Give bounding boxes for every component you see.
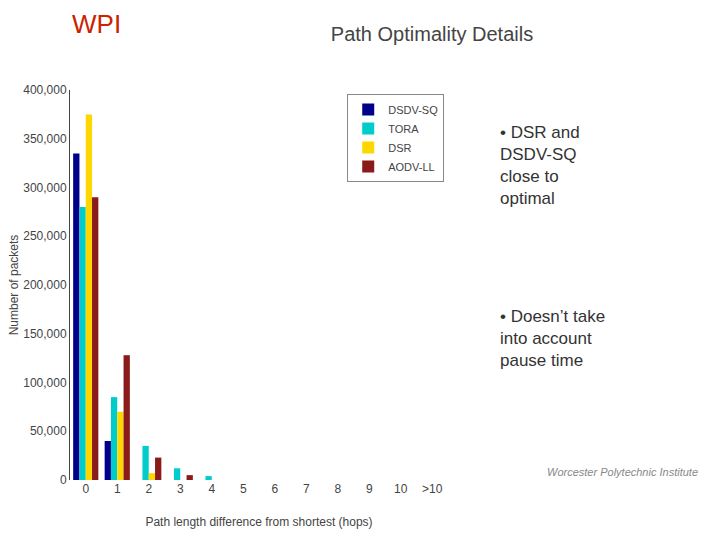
svg-text:350,000: 350,000	[23, 132, 67, 146]
svg-text:10: 10	[394, 482, 408, 496]
svg-text:AODV-LL: AODV-LL	[388, 161, 434, 173]
svg-text:200,000: 200,000	[23, 278, 67, 292]
svg-text:0: 0	[60, 473, 67, 487]
svg-text:WPI: WPI	[72, 9, 121, 39]
svg-text:2: 2	[145, 482, 152, 496]
svg-text:DSDV-SQ: DSDV-SQ	[388, 104, 438, 116]
svg-text:250,000: 250,000	[23, 229, 67, 243]
svg-text:>10: >10	[422, 482, 443, 496]
svg-text:TORA: TORA	[388, 123, 419, 135]
svg-text:• Doesn’t takeinto accountpaus: • Doesn’t takeinto accountpause time	[500, 307, 605, 370]
svg-text:5: 5	[240, 482, 247, 496]
svg-text:100,000: 100,000	[23, 376, 67, 390]
svg-text:8: 8	[334, 482, 341, 496]
svg-text:0: 0	[82, 482, 89, 496]
svg-text:1: 1	[114, 482, 121, 496]
svg-text:Path length difference from sh: Path length difference from shortest (ho…	[145, 515, 372, 529]
svg-text:Number of packets: Number of packets	[7, 235, 21, 336]
svg-text:400,000: 400,000	[23, 83, 67, 97]
svg-text:• DSR andDSDV-SQclose tooptima: • DSR andDSDV-SQclose tooptimal	[500, 123, 580, 208]
svg-text:6: 6	[271, 482, 278, 496]
svg-text:Worcester Polytechnic Institut: Worcester Polytechnic Institute	[547, 466, 698, 478]
svg-text:Path Optimality Details: Path Optimality Details	[331, 23, 533, 45]
svg-text:4: 4	[208, 482, 215, 496]
svg-text:3: 3	[177, 482, 184, 496]
svg-text:300,000: 300,000	[23, 181, 67, 195]
svg-text:9: 9	[366, 482, 373, 496]
svg-text:DSR: DSR	[388, 142, 411, 154]
svg-text:150,000: 150,000	[23, 327, 67, 341]
svg-text:50,000: 50,000	[30, 424, 67, 438]
svg-text:7: 7	[303, 482, 310, 496]
